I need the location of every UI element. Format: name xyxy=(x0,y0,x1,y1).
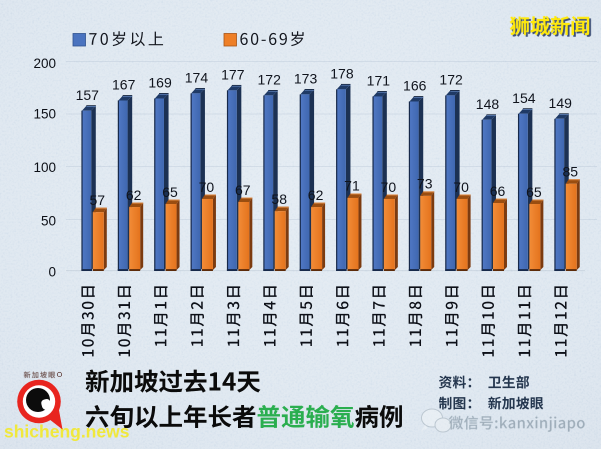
svg-text:167: 167 xyxy=(112,77,136,93)
svg-text:85: 85 xyxy=(562,164,578,180)
svg-text:100: 100 xyxy=(33,160,56,175)
svg-text:169: 169 xyxy=(148,75,172,91)
svg-text:62: 62 xyxy=(126,187,142,203)
svg-text:150: 150 xyxy=(33,107,56,122)
svg-text:0: 0 xyxy=(48,265,56,280)
svg-text:65: 65 xyxy=(162,184,178,200)
svg-text:172: 172 xyxy=(258,72,282,88)
svg-text:178: 178 xyxy=(330,66,354,82)
svg-text:173: 173 xyxy=(294,71,318,87)
svg-text:70: 70 xyxy=(453,179,469,195)
svg-text:70: 70 xyxy=(381,179,397,195)
svg-text:62: 62 xyxy=(308,187,324,203)
svg-text:149: 149 xyxy=(549,95,573,111)
svg-text:shicheng.news: shicheng.news xyxy=(4,422,130,442)
svg-text:154: 154 xyxy=(512,90,536,106)
svg-text:50: 50 xyxy=(41,214,56,229)
svg-text:166: 166 xyxy=(403,78,427,94)
svg-text:177: 177 xyxy=(221,67,245,83)
svg-text:200: 200 xyxy=(33,56,56,71)
svg-text:174: 174 xyxy=(185,70,209,86)
svg-text:73: 73 xyxy=(417,176,433,192)
svg-text:148: 148 xyxy=(476,96,500,112)
svg-text:57: 57 xyxy=(90,192,106,208)
svg-text:157: 157 xyxy=(76,87,100,103)
svg-text:67: 67 xyxy=(235,182,251,198)
svg-text:58: 58 xyxy=(271,191,287,207)
svg-text:65: 65 xyxy=(526,184,542,200)
svg-text:71: 71 xyxy=(344,178,360,194)
svg-text:66: 66 xyxy=(490,183,506,199)
svg-text:172: 172 xyxy=(439,72,463,88)
svg-text:171: 171 xyxy=(367,73,391,89)
svg-text:70: 70 xyxy=(199,179,215,195)
